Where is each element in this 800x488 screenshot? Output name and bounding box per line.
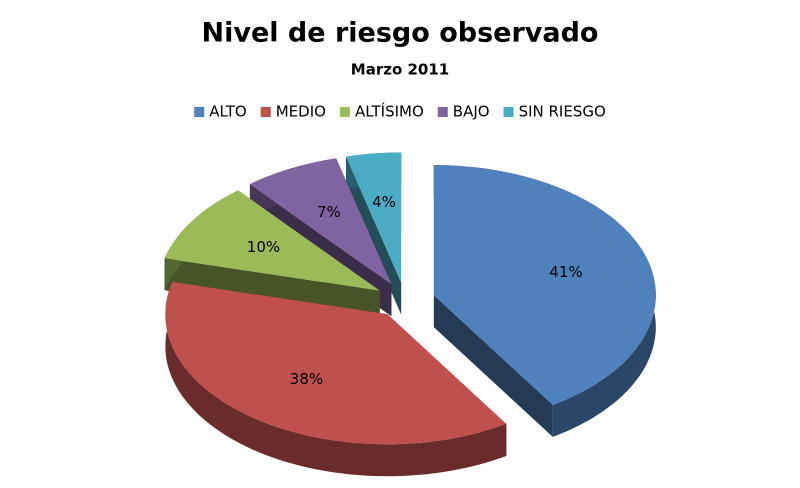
value-label: 38% <box>290 370 323 388</box>
legend-swatch <box>194 107 205 117</box>
legend-label: ALTO <box>209 103 247 121</box>
legend-swatch <box>339 107 350 117</box>
slice-wall <box>165 281 507 477</box>
slice-top <box>249 158 392 285</box>
slice-top <box>433 165 656 405</box>
chart-title: Nivel de riesgo observado <box>202 18 599 49</box>
chart-subtitle: Marzo 2011 <box>351 61 449 79</box>
legend-label: MEDIO <box>276 103 326 121</box>
slice-side <box>346 156 402 315</box>
value-label: 4% <box>372 193 396 211</box>
pie: 41% 38% 10% 7% 4% <box>164 152 656 477</box>
legend: ALTO MEDIO ALTÍSIMO BAJO SIN RIESGO <box>194 102 606 121</box>
slice <box>433 165 656 437</box>
legend-swatch <box>503 107 514 117</box>
slice <box>165 281 507 477</box>
value-label: 7% <box>317 203 341 221</box>
legend-swatch <box>437 107 448 117</box>
legend-label: BAJO <box>453 103 490 121</box>
legend-label: SIN RIESGO <box>519 103 606 121</box>
value-label: 41% <box>549 263 582 281</box>
slice-top <box>165 281 507 445</box>
value-label: 10% <box>247 238 280 256</box>
slice-top <box>346 152 402 283</box>
slice-top <box>164 190 380 291</box>
legend-label: ALTÍSIMO <box>355 102 424 121</box>
legend-swatch <box>260 107 271 117</box>
slice-side <box>433 295 553 437</box>
slice <box>346 152 402 315</box>
